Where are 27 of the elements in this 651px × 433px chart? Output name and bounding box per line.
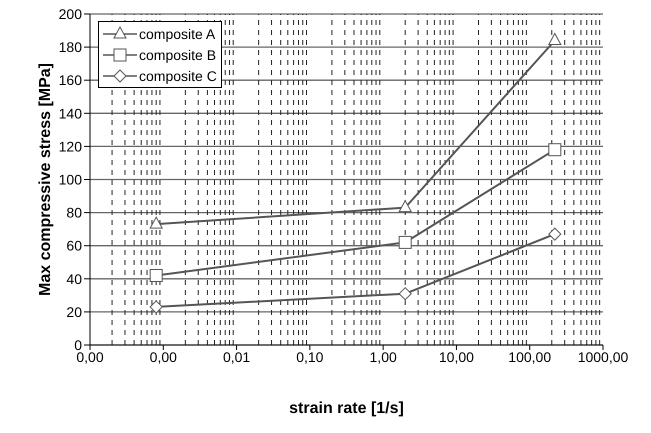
y-tick-label: 80 <box>66 204 82 221</box>
y-tick-label: 20 <box>66 304 82 320</box>
x-tick-label: 10,00 <box>438 348 474 365</box>
y-tick-label: 40 <box>66 270 82 287</box>
y-tick-label: 0 <box>74 336 82 353</box>
y-axis-title: Max compressive stress [MPa] <box>37 63 54 296</box>
legend-label: composite C <box>139 68 217 84</box>
point <box>548 32 562 45</box>
x-tick-label: 0,01 <box>222 348 250 365</box>
y-tick-label: 120 <box>58 138 82 154</box>
x-tick-label: 0,00 <box>150 348 178 365</box>
y-tick-label: 160 <box>58 72 82 88</box>
point <box>548 143 562 156</box>
y-tick-label: 180 <box>58 39 82 56</box>
x-axis-title: strain rate [1/s] <box>289 400 404 417</box>
y-tick-label: 140 <box>58 105 82 122</box>
point <box>150 268 163 282</box>
x-tick-label: 1,00 <box>370 348 397 365</box>
y-tick-label: 100 <box>58 171 82 188</box>
x-tick-label: 0,10 <box>296 348 324 365</box>
y-tick-label: 200 <box>58 6 82 22</box>
x-tick-label: 100,00 <box>508 348 552 365</box>
point <box>150 216 163 229</box>
y-tick-label: 60 <box>66 238 82 254</box>
x-tick-label: 1000,00 <box>578 348 629 365</box>
legend-label: composite B <box>139 46 216 62</box>
legend-label: composite A <box>139 26 216 42</box>
